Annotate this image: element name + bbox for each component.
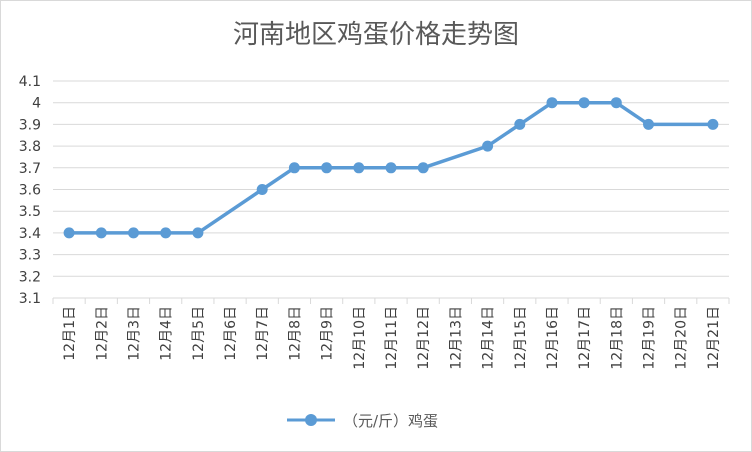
data-point[interactable]: [578, 97, 590, 109]
y-tick-label: 3.7: [19, 161, 41, 177]
y-tick-label: 3.5: [19, 204, 41, 220]
x-tick-label: 12月13日: [448, 306, 464, 370]
x-tick-label: 12月4日: [159, 306, 175, 361]
data-point[interactable]: [160, 227, 172, 239]
x-tick-label: 12月17日: [577, 306, 593, 370]
data-point[interactable]: [192, 227, 204, 239]
x-tick-label: 12月15日: [513, 306, 529, 370]
x-tick-label: 12月8日: [287, 306, 303, 361]
data-point[interactable]: [417, 162, 429, 174]
x-tick-label: 12月3日: [126, 306, 142, 361]
data-point[interactable]: [63, 227, 75, 239]
y-tick-label: 4.1: [19, 74, 41, 90]
x-tick-label: 12月2日: [94, 306, 110, 361]
x-tick-label: 12月6日: [223, 306, 239, 361]
grid-lines: [53, 80, 729, 299]
data-point[interactable]: [643, 118, 654, 130]
y-tick-label: 3.4: [19, 226, 41, 242]
data-point[interactable]: [353, 162, 365, 174]
data-point[interactable]: [707, 118, 719, 130]
y-tick-label: 3.2: [19, 269, 41, 285]
legend-point-marker: [305, 414, 317, 426]
x-tick-label: 12月10日: [352, 306, 368, 370]
data-point[interactable]: [482, 140, 494, 152]
x-tick-label: 12月11日: [384, 306, 400, 370]
legend-label: （元/斤）鸡蛋: [343, 412, 438, 430]
x-tick-label: 12月19日: [642, 306, 658, 370]
x-axis: 12月1日 12月2日 12月3日 12月4日 12月5日 12月6日 12月7日 12月8日…: [52, 298, 730, 370]
x-tick-label: 12月9日: [320, 306, 336, 361]
data-point[interactable]: [288, 162, 300, 174]
legend[interactable]: （元/斤）鸡蛋: [287, 412, 438, 430]
y-axis: 3.1 3.2 3.3 3.4 3.5 3.6 3.7 3.8 3.9 4 4.1: [19, 74, 41, 307]
x-tick-label: 12月1日: [62, 306, 78, 361]
x-tick-label: 12月16日: [545, 306, 561, 370]
y-tick-label: 3.6: [19, 183, 41, 199]
x-tick-label: 12月21日: [706, 306, 722, 370]
y-tick-label: 3.3: [19, 248, 41, 264]
x-tick-label: 12月18日: [609, 306, 625, 370]
x-tick-label: 12月20日: [674, 306, 690, 370]
x-tick-label: 12月14日: [481, 306, 497, 370]
data-point[interactable]: [514, 118, 526, 130]
data-point[interactable]: [128, 227, 139, 239]
data-point[interactable]: [610, 97, 622, 109]
data-point[interactable]: [321, 162, 333, 174]
data-point[interactable]: [256, 184, 268, 195]
x-tick-label: 12月12日: [416, 306, 432, 370]
series-layer: [63, 97, 719, 239]
y-tick-label: 4: [32, 96, 41, 112]
x-tick-label: 12月7日: [255, 306, 271, 361]
x-tick-label: 12月5日: [191, 306, 207, 361]
chart-title: 河南地区鸡蛋价格走势图: [233, 20, 519, 50]
data-point[interactable]: [385, 162, 397, 174]
y-tick-label: 3.8: [19, 139, 41, 155]
y-tick-label: 3.1: [19, 291, 41, 307]
y-tick-label: 3.9: [19, 117, 41, 133]
data-point[interactable]: [95, 227, 107, 239]
data-point[interactable]: [546, 97, 558, 109]
